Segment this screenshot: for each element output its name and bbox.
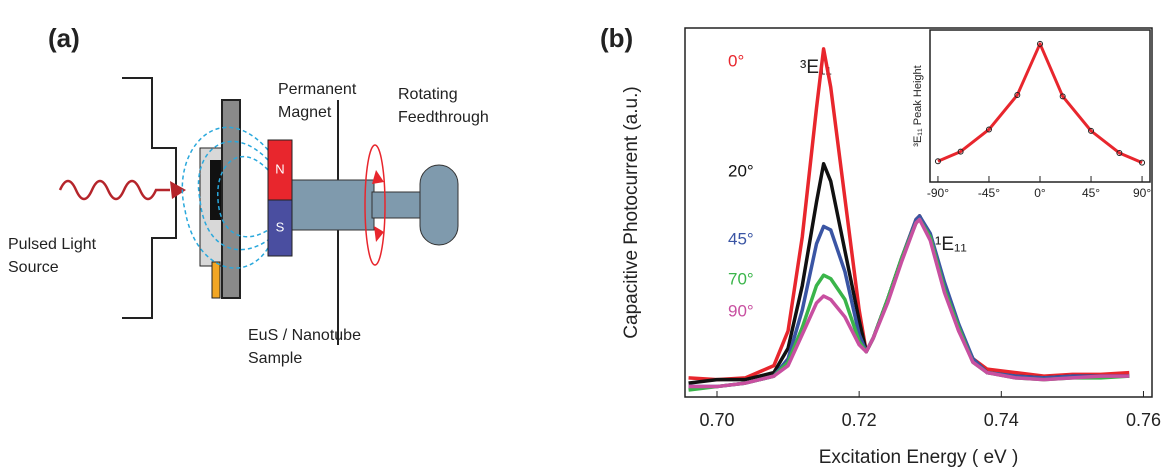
series-label: 70°: [728, 269, 754, 288]
south-label: S: [276, 219, 285, 234]
x-tick-label: 45°: [1082, 186, 1100, 200]
marker: [1014, 91, 1021, 98]
feedthrough-label: Rotating: [398, 86, 458, 103]
magnet-label: Permanent: [278, 81, 357, 98]
light-wave: [58, 179, 170, 201]
plate: [221, 99, 241, 299]
x-tick-label: 0.72: [842, 410, 877, 430]
y-axis-title: Capacitive Photocurrent (a.u.): [621, 86, 642, 338]
marker: [985, 126, 992, 133]
series-line: [688, 217, 1130, 389]
shaft: [371, 191, 425, 219]
marker: [1059, 93, 1066, 100]
plot-frame: [929, 29, 1151, 183]
sample-label: EuS / Nanotube: [248, 327, 361, 344]
panel-label: (a): [48, 23, 80, 53]
panel-label: (b): [600, 23, 633, 53]
rotation-arrow: [364, 144, 386, 266]
rotation-head: [372, 170, 384, 184]
field-lines: [181, 126, 269, 269]
y-axis-title: ³E₁₁ Peak Height: [912, 65, 924, 146]
marker: [957, 148, 964, 155]
marker: [1116, 149, 1123, 156]
x-tick-label: -90°: [927, 186, 949, 200]
peak-annotation: ³E₁₁: [800, 57, 832, 78]
x-tick-label: -45°: [978, 186, 1000, 200]
magnet-south: [267, 199, 293, 257]
marker: [1037, 40, 1043, 47]
light-arrowhead: [170, 181, 186, 199]
sample: [210, 160, 222, 220]
x-axis-title: Excitation Energy ( eV ): [819, 447, 1019, 468]
rod: [291, 179, 375, 231]
series-label: 90°: [728, 301, 754, 320]
series-line: [688, 162, 1130, 385]
sample-label: Sample: [248, 350, 302, 367]
marker: [1139, 159, 1146, 166]
plots: 0.70 0.72 0.74 0.76 Excitation Energy ( eV )…: [600, 23, 1161, 468]
magnet-label: Magnet: [278, 104, 332, 121]
marker: [934, 158, 941, 165]
x-tick-label: 90°: [1133, 186, 1151, 200]
light-label: Source: [8, 259, 59, 276]
x-tick-label: 0.74: [984, 410, 1019, 430]
contact: [211, 261, 221, 299]
light-label: Pulsed Light: [8, 236, 97, 253]
knob: [419, 164, 459, 246]
x-tick-label: 0°: [1034, 186, 1046, 200]
marker: [1088, 127, 1095, 134]
diagram: (a) N S Permanent Magnet Rotating Feedth…: [8, 23, 489, 367]
peak-annotation: ¹E₁₁: [935, 234, 967, 255]
series-label: 45°: [728, 229, 754, 248]
x-tick-label: 0.70: [699, 410, 734, 430]
north-label: N: [275, 161, 284, 176]
plot-frame: [684, 27, 1153, 398]
x-tick-label: 0.76: [1126, 410, 1161, 430]
feedthrough-label: Feedthrough: [398, 109, 489, 126]
series-label: 20°: [728, 161, 754, 180]
series-line: [937, 42, 1143, 165]
series-label: 0°: [728, 51, 744, 70]
rotation-head: [374, 226, 384, 242]
